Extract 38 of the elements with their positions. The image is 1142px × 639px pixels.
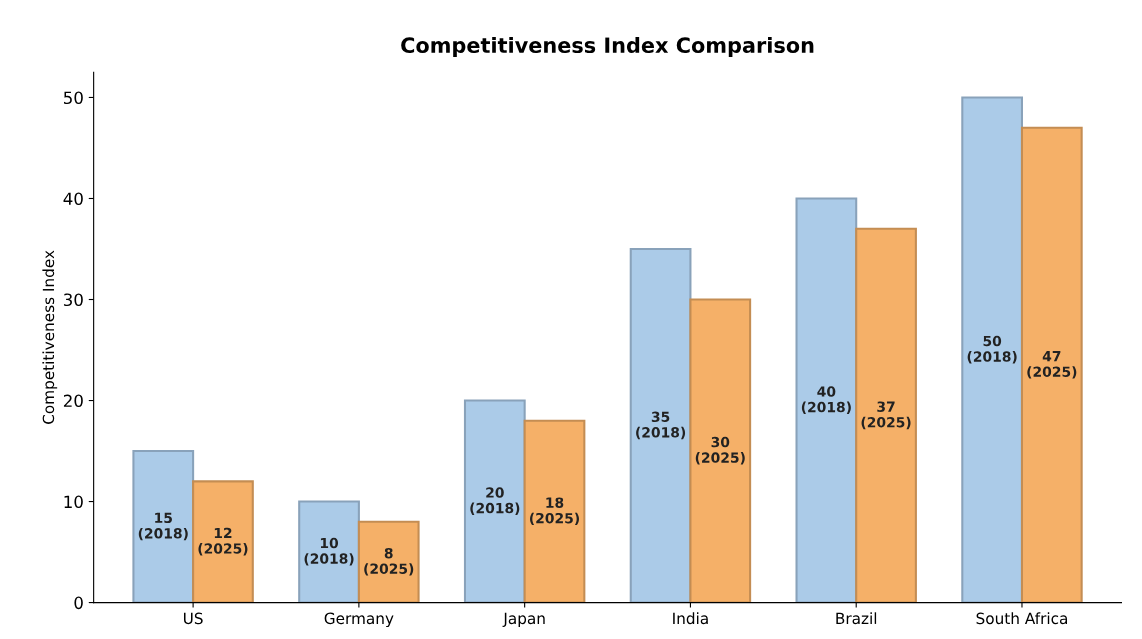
data-label: 8 (2025) bbox=[364, 547, 414, 576]
y-tick-label: 30 bbox=[63, 293, 83, 307]
x-tick-label: US bbox=[184, 612, 203, 625]
data-label: 40 (2018) bbox=[801, 386, 851, 414]
data-label: 50 (2018) bbox=[967, 335, 1017, 364]
bar bbox=[855, 227, 917, 603]
chart-title: Competitiveness Index Comparison bbox=[401, 36, 814, 58]
y-axis-title: Competitiveness Index bbox=[42, 250, 58, 424]
bar bbox=[463, 399, 526, 603]
x-tick-label: Japan bbox=[502, 612, 545, 628]
data-label: 37 (2025) bbox=[861, 401, 911, 430]
y-tick-label: 50 bbox=[64, 91, 83, 105]
bar bbox=[629, 247, 692, 603]
x-tick-label: Brazil bbox=[836, 612, 877, 625]
x-tick-label: South Africa bbox=[976, 612, 1067, 625]
data-label: 20 (2018) bbox=[470, 487, 520, 515]
x-tick-label: India bbox=[673, 612, 708, 625]
bar bbox=[298, 500, 360, 603]
y-tick-label: 40 bbox=[63, 192, 83, 206]
data-label: 47 (2025) bbox=[1027, 351, 1077, 379]
bar bbox=[192, 480, 254, 603]
bar bbox=[1020, 126, 1083, 603]
data-label: 10 (2018) bbox=[304, 537, 354, 566]
data-label: 12 (2025) bbox=[198, 527, 248, 556]
data-label: 15 (2018) bbox=[138, 512, 188, 541]
y-tick-label: 20 bbox=[63, 394, 83, 408]
bar bbox=[357, 520, 420, 603]
y-tick-label: 10 bbox=[64, 495, 83, 509]
data-label: 35 (2018) bbox=[636, 411, 686, 440]
bar bbox=[689, 298, 752, 603]
bar bbox=[523, 419, 586, 603]
x-tick-label: Germany bbox=[324, 612, 394, 628]
bar bbox=[795, 197, 858, 603]
bar bbox=[132, 450, 195, 603]
y-tick-label: 0 bbox=[74, 596, 83, 610]
data-label: 30 (2025) bbox=[695, 436, 745, 465]
bar bbox=[961, 96, 1024, 603]
data-label: 18 (2025) bbox=[530, 497, 579, 526]
